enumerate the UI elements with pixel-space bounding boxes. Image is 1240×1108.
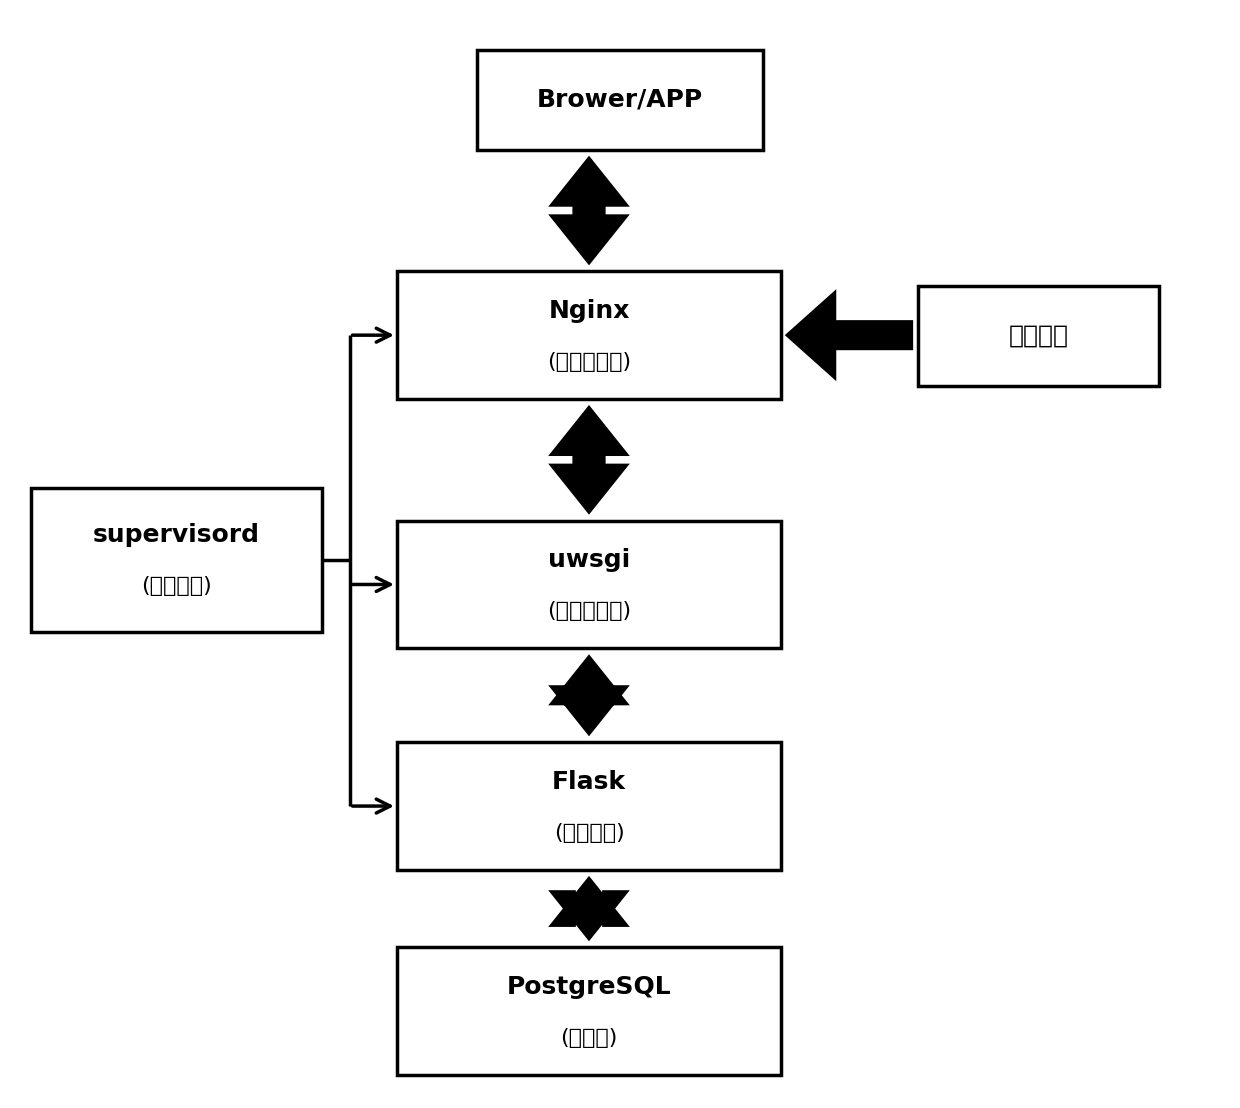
Polygon shape <box>552 408 626 512</box>
Text: (用户接入层): (用户接入层) <box>547 351 631 372</box>
Text: supervisord: supervisord <box>93 523 260 547</box>
Bar <box>397 947 781 1075</box>
Bar <box>397 521 781 648</box>
Text: 静态资源: 静态资源 <box>1008 324 1069 348</box>
Bar <box>31 488 322 632</box>
Bar <box>477 50 763 150</box>
Bar <box>397 271 781 399</box>
Text: Flask: Flask <box>552 770 626 793</box>
Text: PostgreSQL: PostgreSQL <box>507 975 671 998</box>
Text: uwsgi: uwsgi <box>548 548 630 572</box>
Bar <box>918 286 1159 386</box>
Text: (进程监控): (进程监控) <box>141 576 212 596</box>
Text: (进程调度池): (进程调度池) <box>547 601 631 622</box>
Bar <box>397 742 781 870</box>
Polygon shape <box>552 879 626 938</box>
Text: Brower/APP: Brower/APP <box>537 88 703 112</box>
Polygon shape <box>787 293 911 377</box>
Polygon shape <box>552 158 626 263</box>
Polygon shape <box>552 657 626 733</box>
Text: Nginx: Nginx <box>548 299 630 322</box>
Text: (数据库): (数据库) <box>560 1027 618 1048</box>
Text: (业务逻辑): (业务逻辑) <box>553 822 625 843</box>
